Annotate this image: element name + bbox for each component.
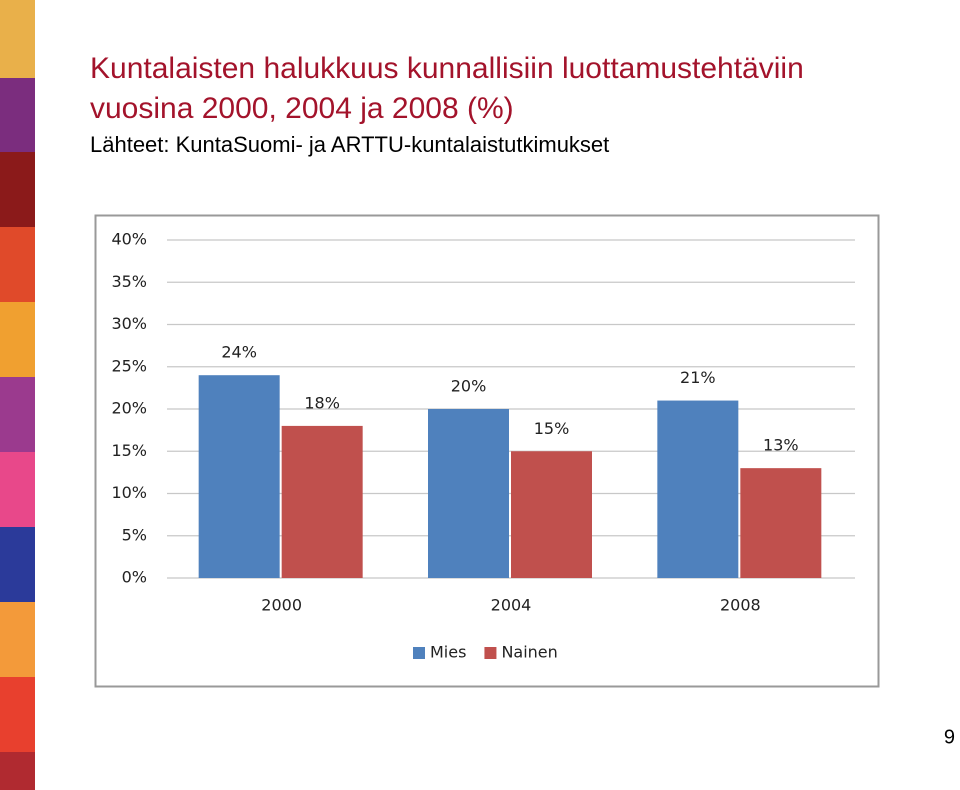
value-label: 20% (451, 377, 487, 396)
value-label: 24% (221, 343, 257, 362)
bar (511, 451, 592, 578)
legend-swatch (413, 647, 425, 659)
source: Lähteet: KuntaSuomi- ja ARTTU-kuntalaist… (90, 132, 609, 157)
value-label: 18% (304, 393, 340, 412)
y-tick-label: 15% (111, 441, 147, 460)
x-tick-label: 2008 (720, 596, 761, 615)
y-tick-label: 35% (111, 272, 147, 291)
value-label: 15% (534, 419, 570, 438)
legend-swatch (484, 647, 497, 659)
slide-title: vuosina 2000, 2004 ja 2008 (%) (90, 92, 514, 125)
side-stripe (0, 0, 35, 790)
value-label: 13% (763, 436, 799, 455)
chart: 0% 5% 10% 15% 20% 25% 30% 35% 40% 2000 24% 18% 2004 2… (111, 230, 855, 662)
y-tick-label: 10% (111, 483, 147, 502)
x-tick-label: 2000 (261, 596, 302, 615)
y-tick-label: 40% (111, 230, 147, 249)
legend-label: Nainen (501, 643, 557, 662)
y-tick-label: 0% (122, 568, 147, 587)
y-tick-label: 25% (111, 356, 147, 375)
legend-label: Mies (430, 643, 466, 662)
bar (281, 425, 363, 578)
bar (740, 468, 822, 578)
y-tick-label: 30% (111, 314, 147, 333)
page-number: 9 (944, 726, 955, 748)
y-tick-label: 20% (111, 399, 147, 418)
x-tick-label: 2004 (491, 596, 532, 615)
bar (657, 400, 739, 578)
bar (428, 409, 509, 578)
value-label: 21% (680, 368, 716, 387)
bar (198, 375, 280, 578)
y-tick-label: 5% (122, 525, 147, 544)
slide-title: Kuntalaisten halukkuus kunnallisiin luot… (90, 52, 804, 85)
